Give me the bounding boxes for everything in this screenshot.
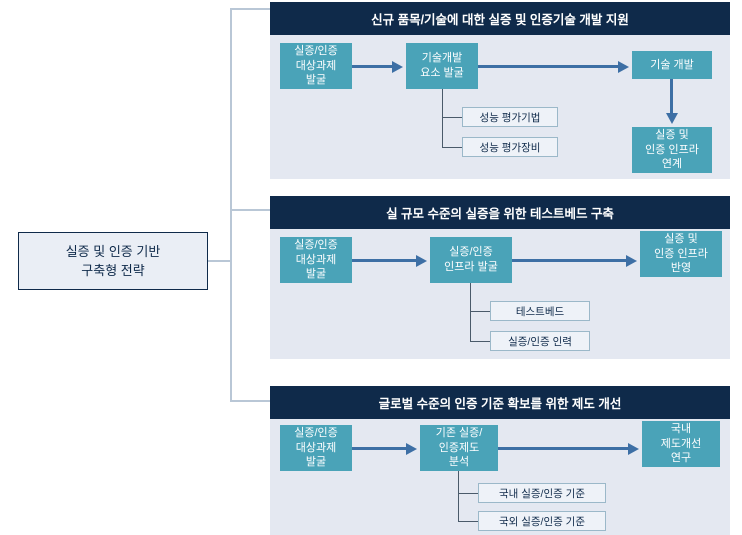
tree-line <box>442 147 462 148</box>
s2-node-b: 실증/인증인프라 발굴 <box>430 237 512 283</box>
s3-node-a-label: 실증/인증대상과제발굴 <box>294 426 338 471</box>
arrow <box>352 65 394 68</box>
s3-node-c: 국내제도개선연구 <box>642 421 720 467</box>
s2-sub-2-label: 실증/인증 인력 <box>508 334 572 349</box>
tree-line <box>442 117 462 118</box>
s1-node-d-label: 실증 및인증 인프라연계 <box>645 128 699 173</box>
s1-node-a: 실증/인증대상과제발굴 <box>280 43 352 89</box>
arrow <box>352 259 418 262</box>
s3-node-c-label: 국내제도개선연구 <box>661 422 701 467</box>
tree-line <box>470 311 490 312</box>
tree-line <box>442 89 443 147</box>
section-2-title: 실 규모 수준의 실증을 위한 테스트베드 구축 <box>270 196 730 229</box>
section-1: 신규 품목/기술에 대한 실증 및 인증기술 개발 지원 실증/인증대상과제발굴… <box>270 2 730 179</box>
tree-connector <box>208 260 232 262</box>
tree-line <box>458 493 478 494</box>
s3-node-b-label: 기존 실증/인증제도분석 <box>436 426 483 471</box>
s2-node-c: 실증 및인증 인프라반영 <box>640 231 722 277</box>
s3-sub-1: 국내 실증/인증 기준 <box>478 483 606 503</box>
s2-node-a-label: 실증/인증대상과제발굴 <box>294 238 338 283</box>
s1-sub-1: 성능 평가기법 <box>462 107 558 127</box>
s3-node-a: 실증/인증대상과제발굴 <box>280 425 352 471</box>
tree-connector <box>230 400 270 402</box>
arrow <box>352 447 408 450</box>
s3-sub-2: 국외 실증/인증 기준 <box>478 511 606 531</box>
s2-sub-1: 테스트베드 <box>490 301 590 321</box>
s1-node-a-label: 실증/인증대상과제발굴 <box>294 44 338 89</box>
section-3: 글로벌 수준의 인증 기준 확보를 위한 제도 개선 실증/인증대상과제발굴 기… <box>270 386 730 535</box>
s2-sub-2: 실증/인증 인력 <box>490 331 590 351</box>
section-2-body: 실증/인증대상과제발굴 실증/인증인프라 발굴 실증 및인증 인프라반영 테스트… <box>270 229 730 359</box>
s1-node-b-label: 기술개발요소 발굴 <box>420 51 464 81</box>
s3-node-b: 기존 실증/인증제도분석 <box>420 425 498 471</box>
arrow <box>478 65 620 68</box>
s1-node-c: 기술 개발 <box>632 51 712 79</box>
section-3-body: 실증/인증대상과제발굴 기존 실증/인증제도분석 국내제도개선연구 국내 실증/… <box>270 419 730 535</box>
root-label: 실증 및 인증 기반구축형 전략 <box>66 242 161 281</box>
arrow <box>670 79 673 115</box>
s2-node-a: 실증/인증대상과제발굴 <box>280 237 352 283</box>
tree-line <box>458 521 478 522</box>
s1-sub-1-label: 성능 평가기법 <box>480 110 541 125</box>
section-3-title: 글로벌 수준의 인증 기준 확보를 위한 제도 개선 <box>270 386 730 419</box>
s1-node-c-label: 기술 개발 <box>650 58 694 73</box>
s1-sub-2: 성능 평가장비 <box>462 137 558 157</box>
s1-node-d: 실증 및인증 인프라연계 <box>632 127 712 173</box>
section-1-title: 신규 품목/기술에 대한 실증 및 인증기술 개발 지원 <box>270 2 730 35</box>
section-1-body: 실증/인증대상과제발굴 기술개발요소 발굴 기술 개발 실증 및인증 인프라연계… <box>270 35 730 179</box>
s1-node-b: 기술개발요소 발굴 <box>406 43 478 89</box>
s2-node-c-label: 실증 및인증 인프라반영 <box>654 232 708 277</box>
root-strategy-box: 실증 및 인증 기반구축형 전략 <box>18 232 208 290</box>
tree-connector <box>230 8 270 10</box>
tree-line <box>458 471 459 521</box>
arrow <box>512 259 628 262</box>
s2-node-b-label: 실증/인증인프라 발굴 <box>444 245 498 275</box>
arrow <box>498 447 630 450</box>
tree-connector <box>230 209 270 211</box>
section-2: 실 규모 수준의 실증을 위한 테스트베드 구축 실증/인증대상과제발굴 실증/… <box>270 196 730 359</box>
tree-connector <box>230 8 232 402</box>
s2-sub-1-label: 테스트베드 <box>516 304 564 319</box>
tree-line <box>470 341 490 342</box>
s3-sub-1-label: 국내 실증/인증 기준 <box>499 486 585 501</box>
s3-sub-2-label: 국외 실증/인증 기준 <box>499 514 585 529</box>
s1-sub-2-label: 성능 평가장비 <box>480 140 541 155</box>
tree-line <box>470 283 471 341</box>
